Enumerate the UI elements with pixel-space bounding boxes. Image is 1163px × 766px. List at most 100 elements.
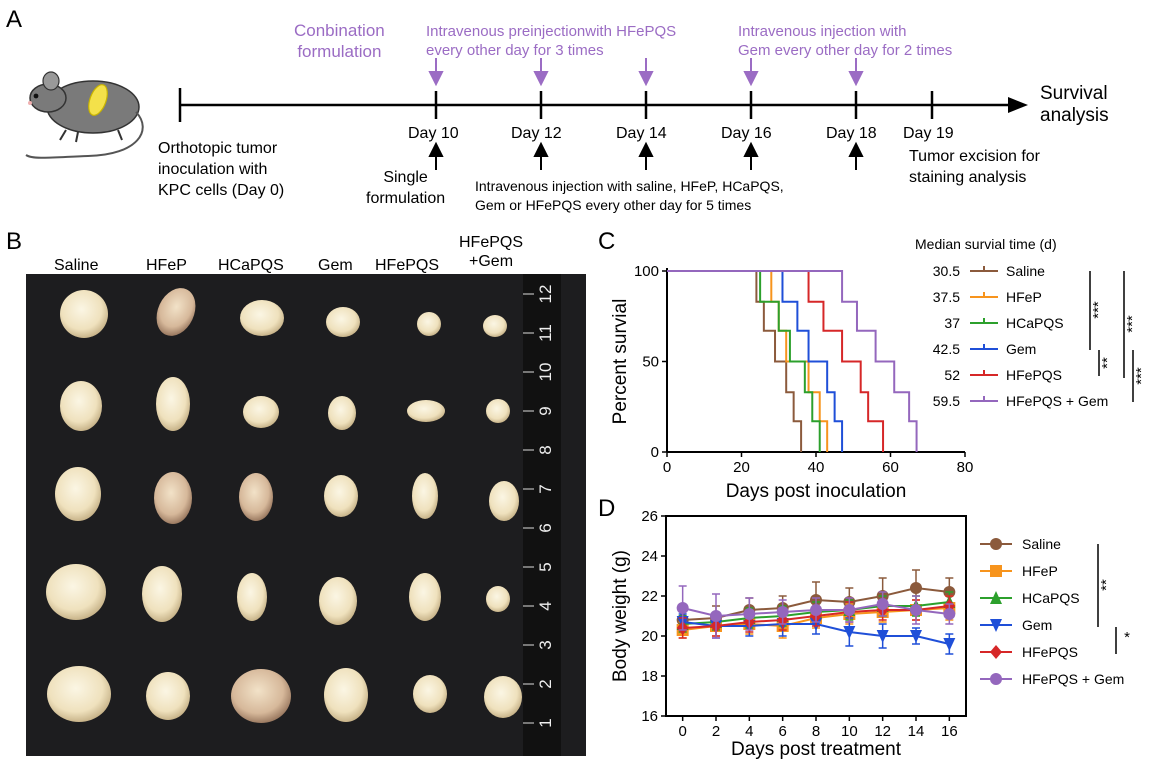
legend-marker: [990, 619, 1002, 632]
data-point-gem: [876, 630, 889, 643]
mouse-illustration: [25, 71, 144, 159]
legend-title-c: Median survial time (d): [915, 236, 1057, 252]
x-tick-label: 20: [733, 459, 750, 476]
single-formulation-label: Single formulation: [366, 169, 446, 207]
ruler-mark: 10: [536, 363, 555, 382]
group-label-hcapqs: HCaPQS: [218, 257, 284, 274]
ruler-mark: 12: [536, 285, 555, 304]
y-tick-label: 20: [641, 628, 658, 645]
x-tick-label: 16: [941, 723, 958, 740]
gem-injection-label: Intravenous injection with Gem every oth…: [738, 23, 953, 59]
day-16-label: Day 16: [721, 125, 772, 142]
ruler-mark: 9: [536, 406, 555, 415]
ruler-mark: 2: [536, 679, 555, 688]
data-point-hfepqs-gem: [676, 602, 689, 614]
preinjection-label: Intravenous preinjectionwith HFePQS ever…: [426, 23, 677, 59]
row-1: [60, 288, 507, 338]
legend-label: HFePQS: [1022, 644, 1078, 660]
x-tick-label: 14: [908, 723, 925, 740]
day-18-label: Day 18: [826, 125, 877, 142]
y-tick-label: 24: [641, 548, 658, 565]
x-tick-label: 12: [874, 723, 891, 740]
sig-label: **: [1099, 357, 1116, 369]
x-tick-label: 8: [812, 723, 820, 740]
legend-marker: [990, 565, 1002, 577]
x-axis-label: Days post treatment: [731, 739, 902, 760]
legend-label: Saline: [1006, 263, 1045, 279]
legend-label: HFeP: [1006, 289, 1042, 305]
data-point-gem: [943, 638, 956, 651]
legend-median: 42.5: [933, 341, 960, 357]
day-12-label: Day 12: [511, 125, 562, 142]
km-line-gem: [667, 270, 844, 452]
legend-label: HFeP: [1022, 563, 1058, 579]
survival-label: Survival analysis: [1040, 83, 1109, 126]
legend-median: 52: [944, 367, 960, 383]
legend-median: 30.5: [933, 263, 960, 279]
y-tick-label: 22: [641, 588, 658, 605]
legend-marker: [990, 591, 1002, 604]
y-axis-label: Body weight (g): [610, 550, 631, 682]
ruler-mark: 6: [536, 523, 555, 532]
row-3: [55, 467, 519, 524]
sig-label: ***: [1133, 367, 1150, 385]
x-tick-label: 60: [882, 459, 899, 476]
x-tick-label: 0: [663, 459, 671, 476]
data-point-hfepqs-gem: [843, 604, 856, 616]
x-tick-label: 4: [745, 723, 753, 740]
km-line-hfepqs: [667, 270, 885, 452]
panel-b-letter: B: [6, 228, 23, 255]
y-tick-label: 16: [641, 708, 658, 725]
y-tick-label: 26: [641, 508, 658, 525]
legend-marker: [990, 645, 1002, 659]
day-10-label: Day 10: [408, 125, 459, 142]
legend-label: Gem: [1022, 617, 1052, 633]
day-14-label: Day 14: [616, 125, 667, 142]
x-tick-label: 0: [678, 723, 686, 740]
group-label-hfepqs-gem: HFePQS +Gem: [459, 234, 524, 270]
group-label-hfepqs: HFePQS: [375, 257, 440, 274]
data-point-hfepqs-gem: [776, 606, 789, 618]
x-tick-label: 40: [808, 459, 825, 476]
sig-label: *: [1124, 629, 1130, 646]
ruler-mark: 5: [536, 562, 555, 571]
group-label-hfep: HFeP: [146, 257, 187, 274]
km-line-hfepqs-gem: [667, 270, 918, 452]
data-point-gem: [910, 630, 922, 643]
ruler-mark: 7: [536, 484, 555, 493]
legend-marker: [990, 538, 1002, 550]
group-label-gem: Gem: [318, 257, 353, 274]
tumor-photo: 12 11 10 9 8 7 6 5 4 3 2 1: [26, 274, 586, 756]
inoculation-label: Orthotopic tumor inoculation with KPC ce…: [158, 140, 285, 199]
row-4: [46, 564, 510, 625]
data-point-hfepqs-gem: [876, 598, 889, 610]
sig-label: ***: [1090, 301, 1107, 319]
y-tick-label: 18: [641, 668, 658, 685]
x-tick-label: 10: [841, 723, 858, 740]
group-label-saline: Saline: [54, 257, 99, 274]
day-ticks: [434, 91, 934, 119]
km-line-hcapqs: [667, 270, 821, 452]
data-point-hfepqs-gem: [910, 604, 922, 616]
x-tick-label: 6: [778, 723, 786, 740]
sig-label: ***: [1124, 315, 1141, 333]
row-2: [60, 377, 510, 431]
y-tick-label: 100: [634, 263, 659, 280]
legend-label: HFePQS: [1006, 367, 1062, 383]
x-tick-label: 2: [712, 723, 720, 740]
excision-label: Tumor excision for staining analysis: [909, 148, 1040, 186]
legend-label: HFePQS + Gem: [1006, 393, 1108, 409]
y-tick-label: 0: [651, 444, 659, 461]
panel-d-letter: D: [598, 495, 616, 522]
legend-label: HFePQS + Gem: [1022, 671, 1124, 687]
data-point-hfepqs-gem: [810, 604, 822, 616]
y-axis-label: Percent survial: [610, 299, 631, 425]
y-tick-label: 50: [642, 354, 659, 371]
data-point-hfepqs-gem: [743, 608, 756, 620]
panel-c-letter: C: [598, 228, 616, 255]
ruler: [523, 274, 561, 756]
ruler-numbers: 12 11 10 9 8 7 6 5 4 3 2 1: [536, 285, 555, 728]
data-point-hfepqs-gem: [943, 608, 956, 620]
